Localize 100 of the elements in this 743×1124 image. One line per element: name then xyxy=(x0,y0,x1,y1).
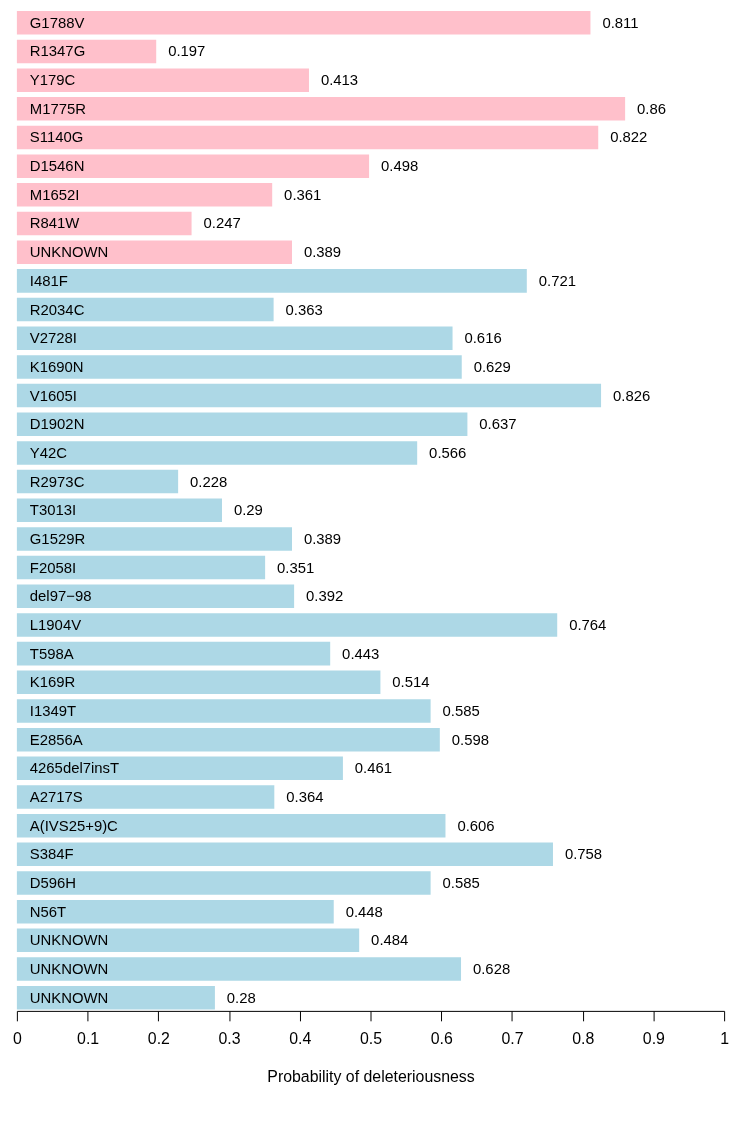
bar xyxy=(16,899,334,924)
bar xyxy=(16,555,266,580)
data-label: 0.629 xyxy=(473,358,511,375)
data-label: 0.28 xyxy=(226,989,256,1006)
y-tick-label: del97−98 xyxy=(29,588,92,605)
data-label: 0.364 xyxy=(286,788,324,805)
bar xyxy=(16,240,292,264)
bar xyxy=(16,842,553,867)
data-label: 0.351 xyxy=(277,559,315,576)
bar xyxy=(16,97,626,121)
y-tick-label: G1788V xyxy=(29,14,85,31)
x-tick-label: 0.3 xyxy=(218,1030,241,1048)
y-tick-label: I1349T xyxy=(29,702,77,719)
data-label: 0.448 xyxy=(345,903,383,920)
data-label: 0.514 xyxy=(392,674,430,691)
bar xyxy=(16,813,446,838)
y-tick-label: S1140G xyxy=(29,129,84,146)
bar xyxy=(16,326,453,350)
bar xyxy=(16,785,275,809)
x-tick-label: 0.7 xyxy=(501,1030,524,1048)
bar xyxy=(16,498,222,523)
x-tick-label: 0.1 xyxy=(77,1030,100,1048)
data-label: 0.721 xyxy=(538,272,576,289)
y-tick-label: F2058I xyxy=(29,559,77,576)
bar xyxy=(16,727,440,752)
y-tick-label: L1904V xyxy=(29,616,82,633)
x-tick-label: 1 xyxy=(720,1030,730,1048)
data-label: 0.228 xyxy=(190,473,228,490)
data-label: 0.392 xyxy=(306,588,344,605)
x-tick-label: 0 xyxy=(12,1030,22,1048)
y-tick-label: T598A xyxy=(29,645,74,662)
data-label: 0.361 xyxy=(284,186,322,203)
x-axis-title: Probability of deleteriousness xyxy=(267,1067,475,1085)
data-label: 0.637 xyxy=(479,416,517,433)
bar xyxy=(16,871,431,895)
y-tick-label: G1529R xyxy=(29,530,86,547)
y-tick-label: R2034C xyxy=(29,301,85,318)
x-tick-label: 0.9 xyxy=(642,1030,666,1048)
data-label: 0.197 xyxy=(168,43,206,60)
data-label: 0.616 xyxy=(464,330,502,347)
y-tick-label: K169R xyxy=(29,674,76,691)
x-tick-label: 0.6 xyxy=(430,1030,453,1048)
x-tick-label: 0.2 xyxy=(147,1030,171,1048)
data-label: 0.628 xyxy=(472,961,511,977)
bar xyxy=(16,756,343,781)
y-tick-label: 4265del7insT xyxy=(29,760,120,777)
data-label: 0.826 xyxy=(612,387,651,404)
y-tick-label: Y42C xyxy=(29,444,68,461)
bar xyxy=(16,527,292,551)
y-tick-label: UNKNOWN xyxy=(29,989,109,1006)
y-tick-label: D596H xyxy=(29,874,77,891)
bar xyxy=(16,584,295,609)
y-tick-label: R2973C xyxy=(29,473,85,490)
data-label: 0.822 xyxy=(610,129,648,146)
y-tick-label: UNKNOWN xyxy=(29,932,109,949)
y-tick-label: N56T xyxy=(29,903,67,920)
bar xyxy=(16,613,558,637)
data-label: 0.363 xyxy=(285,301,323,318)
data-label: 0.247 xyxy=(203,215,241,232)
data-label: 0.389 xyxy=(303,244,342,261)
y-tick-label: UNKNOWN xyxy=(29,244,109,261)
bar xyxy=(16,441,418,465)
x-tick-label: 0.5 xyxy=(359,1030,383,1048)
y-tick-label: E2856A xyxy=(29,731,83,748)
bar xyxy=(16,154,370,178)
bar xyxy=(16,355,462,379)
x-tick-label: 0.4 xyxy=(289,1030,312,1048)
data-label: 0.498 xyxy=(381,158,419,175)
data-label: 0.443 xyxy=(342,645,380,662)
bar xyxy=(16,211,192,236)
data-label: 0.598 xyxy=(451,731,489,748)
x-tick-label: 0.8 xyxy=(572,1030,595,1048)
y-tick-label: V2728I xyxy=(29,330,77,347)
y-tick-label: K1690N xyxy=(29,358,84,375)
y-tick-label: M1652I xyxy=(29,186,80,203)
bar xyxy=(16,68,309,92)
data-label: 0.811 xyxy=(602,14,639,31)
y-tick-label: Y179C xyxy=(29,72,76,89)
y-tick-label: V1605I xyxy=(29,387,77,404)
bar xyxy=(16,928,360,953)
data-label: 0.606 xyxy=(457,817,495,834)
bar xyxy=(16,641,331,666)
bar xyxy=(16,412,468,436)
data-label: 0.29 xyxy=(233,502,263,519)
bar xyxy=(16,297,274,322)
y-tick-label: D1546N xyxy=(29,158,85,175)
y-tick-label: A2717S xyxy=(29,788,83,805)
data-label: 0.86 xyxy=(637,100,666,117)
bar xyxy=(16,269,527,293)
y-tick-label: R841W xyxy=(29,215,80,232)
bar xyxy=(16,183,273,207)
data-label: 0.484 xyxy=(371,932,409,949)
data-label: 0.758 xyxy=(564,846,603,863)
y-tick-label: UNKNOWN xyxy=(29,961,109,977)
bar xyxy=(16,699,431,723)
y-tick-label: M1775R xyxy=(29,100,87,117)
data-label: 0.566 xyxy=(429,444,467,461)
bar xyxy=(16,957,462,981)
bar xyxy=(16,670,381,695)
y-tick-label: A(IVS25+9)C xyxy=(29,817,119,834)
